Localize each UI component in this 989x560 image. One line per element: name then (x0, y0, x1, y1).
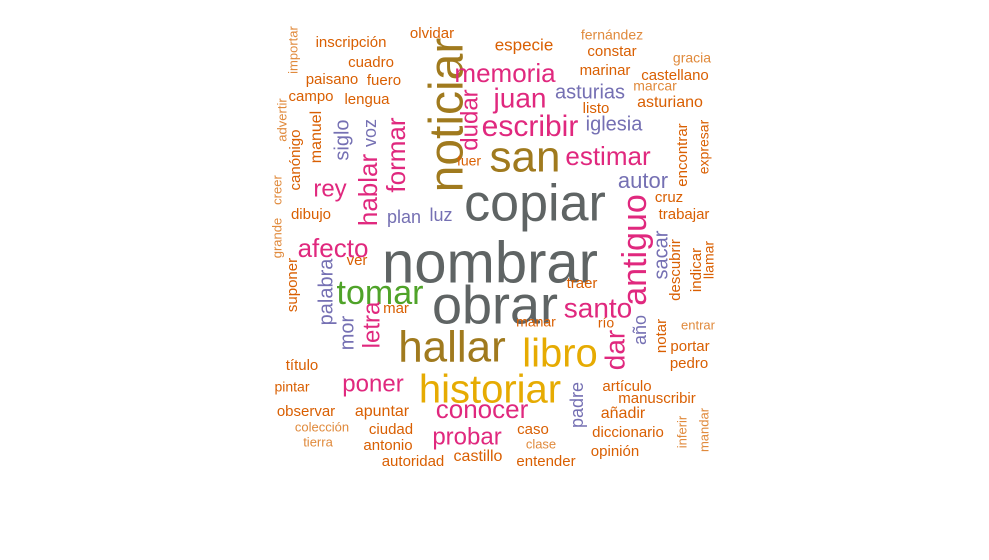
word-noticiar: noticiar (421, 38, 474, 193)
word-estimar: estimar (565, 141, 651, 171)
word-asturiano: asturiano (637, 94, 703, 111)
word-pintar: pintar (274, 379, 309, 395)
word-dar: dar (599, 330, 630, 370)
word-luz: luz (429, 205, 452, 225)
word-paisano: paisano (306, 71, 359, 88)
word-entender: entender (516, 453, 575, 470)
word-padre: padre (567, 382, 587, 428)
word-marcar: marcar (633, 78, 677, 94)
word-dibujo: dibujo (291, 206, 331, 223)
word-suponer: suponer (284, 258, 301, 312)
word-ver: ver (347, 252, 368, 269)
word-advertir: advertir (274, 98, 289, 142)
word-campo: campo (288, 88, 333, 105)
word-observar: observar (277, 403, 335, 420)
word-castellano: castellano (641, 67, 709, 84)
word-río: río (598, 315, 615, 331)
word-creer: creer (269, 175, 284, 205)
word-traer: traer (567, 275, 598, 292)
word-nombrar: nombrar (382, 230, 598, 295)
word-inferir: inferir (674, 415, 689, 448)
word-grande: grande (269, 218, 284, 258)
word-mar: mar (383, 300, 409, 317)
word-fernández: fernández (581, 27, 643, 43)
word-rey: rey (313, 175, 346, 202)
word-manuscribir: manuscribir (618, 390, 696, 407)
word-artículo: artículo (602, 378, 651, 395)
word-mandar: mandar (696, 407, 711, 452)
word-encontrar: encontrar (674, 123, 691, 186)
word-dudar: dudar (456, 89, 483, 150)
word-título: título (286, 357, 319, 374)
word-libro: libro (522, 332, 598, 376)
word-constar: constar (587, 43, 636, 60)
word-fuer: fuer (457, 153, 481, 169)
word-castillo: castillo (454, 448, 503, 465)
word-obrar: obrar (432, 275, 558, 335)
word-opinión: opinión (591, 443, 639, 460)
word-letra: letra (358, 301, 385, 348)
word-manuel: manuel (308, 111, 325, 163)
word-fuero: fuero (367, 72, 401, 89)
word-formar: formar (381, 117, 411, 192)
word-antonio: antonio (363, 437, 412, 454)
word-apuntar: apuntar (355, 403, 410, 420)
word-mor: mor (336, 315, 358, 350)
word-poner: poner (342, 370, 403, 397)
word-canónigo: canónigo (287, 130, 304, 191)
word-conocer: conocer (436, 394, 529, 424)
word-lengua: lengua (344, 91, 390, 108)
word-descubrir: descubrir (667, 239, 684, 301)
word-santo: santo (564, 292, 633, 323)
word-cruz: cruz (655, 189, 683, 206)
word-voz: voz (360, 119, 380, 147)
word-probar: probar (432, 423, 501, 450)
word-hablar: hablar (353, 154, 383, 227)
word-indicar: indicar (688, 248, 705, 292)
word-trabajar: trabajar (659, 206, 710, 223)
word-marinar: marinar (580, 62, 631, 79)
word-juan: juan (493, 82, 547, 113)
word-tierra: tierra (303, 434, 333, 449)
word-gracia: gracia (673, 50, 711, 66)
word-palabra: palabra (315, 258, 337, 326)
word-llamar: llamar (701, 241, 717, 279)
word-autor: autor (618, 168, 668, 193)
word-listo: listo (583, 100, 610, 117)
word-manar: manar (516, 314, 556, 330)
word-especie: especie (495, 35, 554, 54)
word-escribir: escribir (482, 110, 579, 143)
word-expresar: expresar (696, 119, 712, 174)
word-caso: caso (517, 421, 549, 438)
word-añadir: añadir (601, 405, 646, 422)
word-año: año (630, 315, 650, 345)
word-memoria: memoria (454, 58, 556, 88)
word-plan: plan (387, 207, 421, 227)
word-copiar: copiar (464, 175, 606, 233)
word-asturias: asturias (555, 81, 625, 103)
word-afecto: afecto (298, 233, 369, 263)
word-portar: portar (670, 338, 709, 355)
word-importar: importar (285, 25, 300, 73)
word-siglo: siglo (331, 119, 353, 160)
word-diccionario: diccionario (592, 424, 664, 441)
word-entrar: entrar (681, 317, 716, 332)
word-autoridad: autoridad (382, 453, 445, 470)
word-iglesia: iglesia (586, 113, 644, 135)
word-cuadro: cuadro (348, 54, 394, 71)
word-inscripción: inscripción (316, 34, 387, 51)
word-olvidar: olvidar (410, 25, 454, 42)
word-ciudad: ciudad (369, 421, 413, 438)
word-sacar: sacar (650, 230, 672, 279)
word-tomar: tomar (337, 274, 424, 312)
word-historiar: historiar (419, 368, 561, 412)
word-san: san (490, 133, 561, 182)
word-hallar: hallar (398, 323, 506, 372)
word-clase: clase (526, 436, 556, 451)
word-pedro: pedro (670, 355, 708, 372)
word-antiguo: antiguo (616, 194, 654, 306)
word-notar: notar (653, 319, 670, 353)
word-colección: colección (295, 419, 349, 434)
